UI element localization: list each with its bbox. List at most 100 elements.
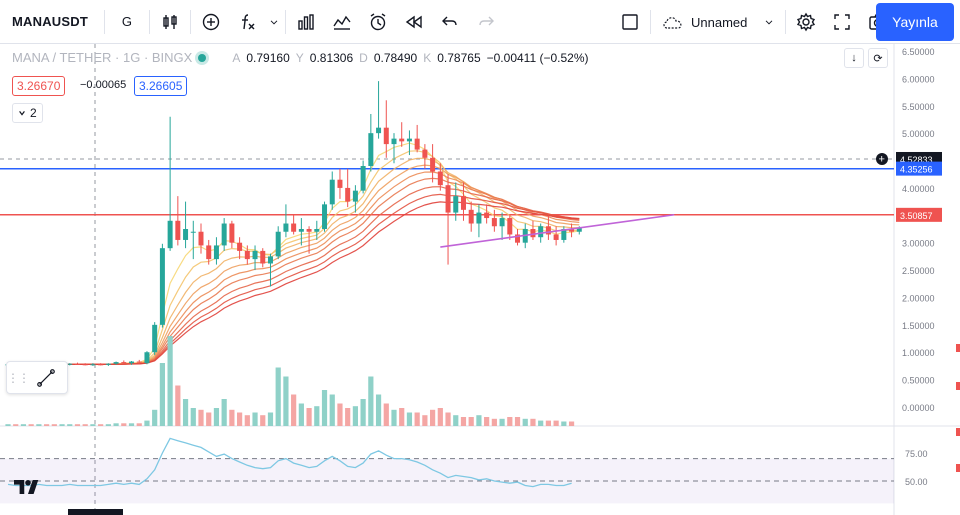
volume-bar xyxy=(545,420,551,426)
candles-icon[interactable] xyxy=(152,0,188,44)
settings-icon[interactable] xyxy=(788,0,824,44)
top-toolbar: MANAUSDT G Unnamed xyxy=(0,0,960,44)
volume-bar xyxy=(44,424,50,426)
interval-button[interactable]: G xyxy=(121,14,133,29)
volume-bar xyxy=(67,424,73,426)
volume-bar xyxy=(499,418,505,426)
rsi-axis-tick: 50.00 xyxy=(905,477,928,487)
volume-bar xyxy=(252,412,258,426)
candle-body xyxy=(244,250,250,260)
candle-body xyxy=(67,363,73,365)
publish-button[interactable]: Yayınla xyxy=(876,3,954,41)
volume-bar xyxy=(553,420,559,426)
compare-icon[interactable] xyxy=(324,0,360,44)
candle-body xyxy=(352,190,358,202)
volume-bar xyxy=(74,424,81,426)
volume-bar xyxy=(291,394,297,426)
volume-bar xyxy=(561,421,567,426)
candle-body xyxy=(561,229,567,240)
candle-body xyxy=(476,212,482,224)
price-axis-tick: 1.50000 xyxy=(902,321,935,331)
toolbar-right-group: Unnamed xyxy=(612,0,896,44)
candle-body xyxy=(183,229,189,240)
candle-body xyxy=(430,157,436,172)
fullscreen-box-icon[interactable] xyxy=(612,0,648,44)
expand-icon[interactable] xyxy=(824,0,860,44)
edge-marker xyxy=(956,464,960,472)
volume-bar xyxy=(568,421,575,426)
replay-icon[interactable] xyxy=(396,0,432,44)
volume-bar xyxy=(460,417,467,426)
candle-body xyxy=(198,231,204,246)
drawing-toolbar[interactable]: ⋮⋮ xyxy=(6,361,68,394)
redo-icon[interactable] xyxy=(468,0,504,44)
high-label: Y xyxy=(295,50,304,65)
candle-body xyxy=(136,361,142,363)
toolbar-divider xyxy=(148,9,150,34)
volume-bar xyxy=(430,409,436,426)
volume-bar xyxy=(105,424,111,426)
price-chart[interactable]: 6.500006.000005.500005.000004.500004.000… xyxy=(0,44,960,515)
candle-body xyxy=(499,218,505,227)
candle-body xyxy=(90,364,96,366)
sell-price-button[interactable]: 3.26670 xyxy=(12,76,66,96)
candle-body xyxy=(460,196,466,210)
candle-body xyxy=(306,229,312,232)
candle-body xyxy=(368,133,374,167)
price-axis-tick: 4.00000 xyxy=(902,184,935,194)
candle-body xyxy=(82,364,88,366)
volume-bar xyxy=(275,367,281,426)
volume-bar xyxy=(422,415,428,426)
series-title: MANA / TETHER · 1G · BINGX xyxy=(12,50,193,65)
candle-body xyxy=(530,229,536,238)
volume-bar xyxy=(360,399,366,426)
price-label-text: 4.35256 xyxy=(900,165,933,175)
volume-bar xyxy=(128,423,135,426)
candle-body xyxy=(376,127,382,134)
volume-bar xyxy=(414,412,420,426)
toolbar-divider xyxy=(103,9,105,34)
add-alert-icon xyxy=(876,153,888,166)
indicator-collapse-button[interactable]: 2 xyxy=(12,103,43,123)
drag-handle-icon[interactable]: ⋮⋮ xyxy=(7,370,30,385)
price-axis-tick: 1.00000 xyxy=(902,348,935,358)
symbol-search-button[interactable]: MANAUSDT xyxy=(12,14,88,29)
candle-body xyxy=(553,234,559,240)
arrow-down-icon[interactable]: ↓ xyxy=(844,48,864,68)
undo-icon[interactable] xyxy=(432,0,468,44)
candle-body xyxy=(453,196,459,213)
candle-body xyxy=(437,171,443,186)
volume-bar xyxy=(98,424,104,426)
chevron-down-icon[interactable] xyxy=(265,0,283,44)
candle-body xyxy=(260,250,266,264)
volume-bar xyxy=(59,424,65,426)
add-indicator-icon[interactable] xyxy=(193,0,229,44)
volume-bar xyxy=(190,408,196,426)
volume-bar xyxy=(121,423,127,426)
pane-tools: ↓ ⟳ xyxy=(844,48,888,68)
candle-body xyxy=(121,362,127,364)
volume-bar xyxy=(368,376,374,426)
buy-price-button[interactable]: 3.26605 xyxy=(134,76,188,96)
volume-bar xyxy=(484,417,490,426)
volume-bar xyxy=(159,363,165,426)
toolbar-divider xyxy=(189,9,191,34)
trend-line-tool-icon[interactable] xyxy=(25,367,67,389)
fx-icon[interactable] xyxy=(229,0,265,44)
candle-body xyxy=(445,185,451,213)
volume-bar xyxy=(51,424,57,426)
candle-body xyxy=(152,324,158,353)
bar-templates-icon[interactable] xyxy=(288,0,324,44)
trend-line xyxy=(440,213,675,248)
price-label-text: 4.52833 xyxy=(900,155,933,165)
edge-marker xyxy=(956,382,960,390)
refresh-icon[interactable]: ⟳ xyxy=(868,48,888,68)
layout-name-button[interactable]: Unnamed xyxy=(653,0,783,44)
close-value: 0.78765 xyxy=(437,50,481,65)
candle-body xyxy=(414,138,420,150)
candle-body xyxy=(337,179,343,188)
volume-bar xyxy=(82,424,88,426)
alert-icon[interactable] xyxy=(360,0,396,44)
volume-bar xyxy=(507,417,513,426)
close-label: K xyxy=(423,50,432,65)
